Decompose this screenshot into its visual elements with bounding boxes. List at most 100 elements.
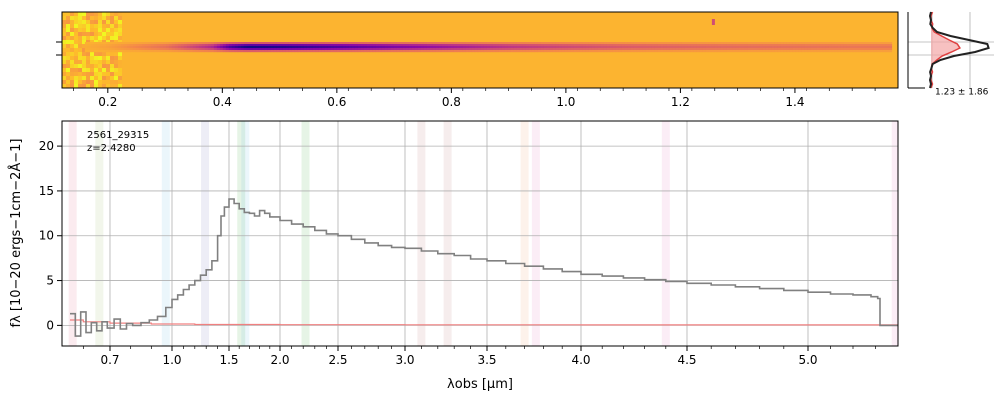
trace-pixel	[315, 50, 320, 53]
noise-pixel	[66, 48, 70, 52]
trace-pixel	[681, 44, 686, 47]
trace-pixel	[429, 42, 434, 45]
trace-pixel	[294, 42, 299, 45]
trace-pixel	[390, 48, 395, 51]
trace-pixel	[396, 44, 401, 47]
noise-pixel	[114, 72, 118, 76]
trace-pixel	[345, 50, 350, 53]
trace-pixel	[642, 42, 647, 45]
trace-pixel	[393, 42, 398, 45]
noise-pixel	[70, 76, 74, 80]
trace-pixel	[645, 48, 650, 51]
trace-pixel	[135, 44, 140, 47]
trace-pixel	[414, 46, 419, 49]
trace-pixel	[699, 48, 704, 51]
trace-pixel	[744, 48, 749, 51]
trace-pixel	[873, 50, 878, 53]
trace-pixel	[456, 46, 461, 49]
trace-pixel	[567, 44, 572, 47]
noise-pixel	[62, 40, 66, 44]
y-tick-label: 5	[46, 274, 54, 288]
trace-pixel	[807, 44, 812, 47]
trace-pixel	[516, 42, 521, 45]
trace-pixel	[288, 42, 293, 45]
noise-pixel	[86, 12, 90, 16]
trace-pixel	[381, 42, 386, 45]
noise-pixel	[118, 56, 122, 60]
trace-pixel	[777, 42, 782, 45]
trace-pixel	[774, 42, 779, 45]
trace-pixel	[246, 48, 251, 51]
noise-pixel	[66, 60, 70, 64]
trace-pixel	[498, 48, 503, 51]
noise-pixel	[118, 68, 122, 72]
noise-pixel	[114, 16, 118, 20]
trace-pixel	[225, 50, 230, 53]
noise-pixel	[102, 52, 106, 56]
trace-pixel	[834, 46, 839, 49]
emission-line-band	[661, 121, 670, 346]
trace-pixel	[864, 44, 869, 47]
trace-pixel	[840, 44, 845, 47]
trace-pixel	[750, 42, 755, 45]
noise-pixel	[114, 24, 118, 28]
trace-pixel	[663, 42, 668, 45]
trace-pixel	[342, 50, 347, 53]
noise-pixel	[62, 16, 66, 20]
trace-pixel	[720, 42, 725, 45]
trace-pixel	[567, 48, 572, 51]
spectrum-1d-frame	[61, 120, 899, 347]
trace-pixel	[828, 46, 833, 49]
profile-label: 1.23 ± 1.86	[935, 88, 989, 98]
trace-pixel	[384, 46, 389, 49]
trace-pixel	[411, 46, 416, 49]
noise-pixel	[62, 12, 66, 16]
trace-pixel	[579, 42, 584, 45]
trace-pixel	[666, 44, 671, 47]
trace-pixel	[336, 42, 341, 45]
trace-pixel	[453, 42, 458, 45]
trace-pixel	[207, 42, 212, 45]
trace-pixel	[279, 46, 284, 49]
trace-pixel	[492, 48, 497, 51]
trace-pixel	[579, 44, 584, 47]
trace-pixel	[738, 44, 743, 47]
noise-pixel	[66, 76, 70, 80]
trace-pixel	[156, 46, 161, 49]
noise-pixel	[78, 68, 82, 72]
trace-pixel	[195, 48, 200, 51]
trace-pixel	[534, 42, 539, 45]
trace-pixel	[312, 48, 317, 51]
trace-pixel	[342, 48, 347, 51]
noise-pixel	[90, 76, 94, 80]
trace-pixel	[522, 42, 527, 45]
trace-pixel	[516, 50, 521, 53]
trace-pixel	[471, 44, 476, 47]
noise-pixel	[94, 76, 98, 80]
trace-pixel	[810, 48, 815, 51]
noise-pixel	[102, 20, 106, 24]
trace-pixel	[387, 46, 392, 49]
trace-pixel	[105, 48, 110, 51]
trace-pixel	[171, 50, 176, 53]
noise-pixel	[98, 76, 102, 80]
trace-pixel	[762, 50, 767, 53]
trace-pixel	[534, 46, 539, 49]
trace-pixel	[540, 46, 545, 49]
trace-pixel	[501, 48, 506, 51]
trace-pixel	[588, 46, 593, 49]
trace-pixel	[519, 42, 524, 45]
trace-pixel	[279, 42, 284, 45]
trace-pixel	[234, 44, 239, 47]
trace-pixel	[240, 42, 245, 45]
trace-pixel	[861, 42, 866, 45]
x-tick-label: 1.5	[219, 353, 238, 367]
trace-pixel	[93, 42, 98, 45]
noise-pixel	[114, 80, 118, 84]
trace-pixel	[372, 44, 377, 47]
trace-pixel	[465, 50, 470, 53]
trace-pixel	[216, 42, 221, 45]
noise-pixel	[78, 56, 82, 60]
trace-pixel	[348, 42, 353, 45]
trace-pixel	[552, 50, 557, 53]
